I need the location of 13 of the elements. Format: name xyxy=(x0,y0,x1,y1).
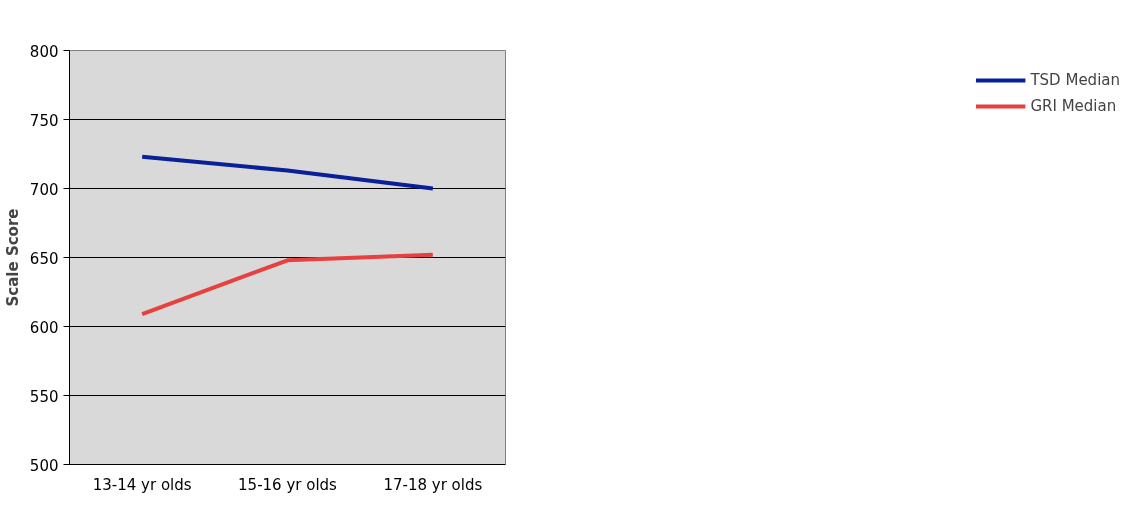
y-tick-label: 750 xyxy=(29,111,59,130)
legend-label: GRI Median xyxy=(1030,97,1117,115)
y-tick-label: 550 xyxy=(29,387,59,406)
y-axis-title: Scale Score xyxy=(3,208,22,307)
legend-label: TSD Median xyxy=(1030,71,1120,89)
y-tick-label: 700 xyxy=(29,180,59,199)
y-tick-label: 800 xyxy=(29,42,59,61)
x-tick-label: 15-16 yr olds xyxy=(238,475,338,494)
y-tick-label: 500 xyxy=(29,456,59,475)
y-tick-label: 600 xyxy=(29,318,59,337)
x-tick-label: 13-14 yr olds xyxy=(92,475,192,494)
x-tick-label: 17-18 yr olds xyxy=(383,475,483,494)
y-tick-label: 650 xyxy=(29,249,59,268)
